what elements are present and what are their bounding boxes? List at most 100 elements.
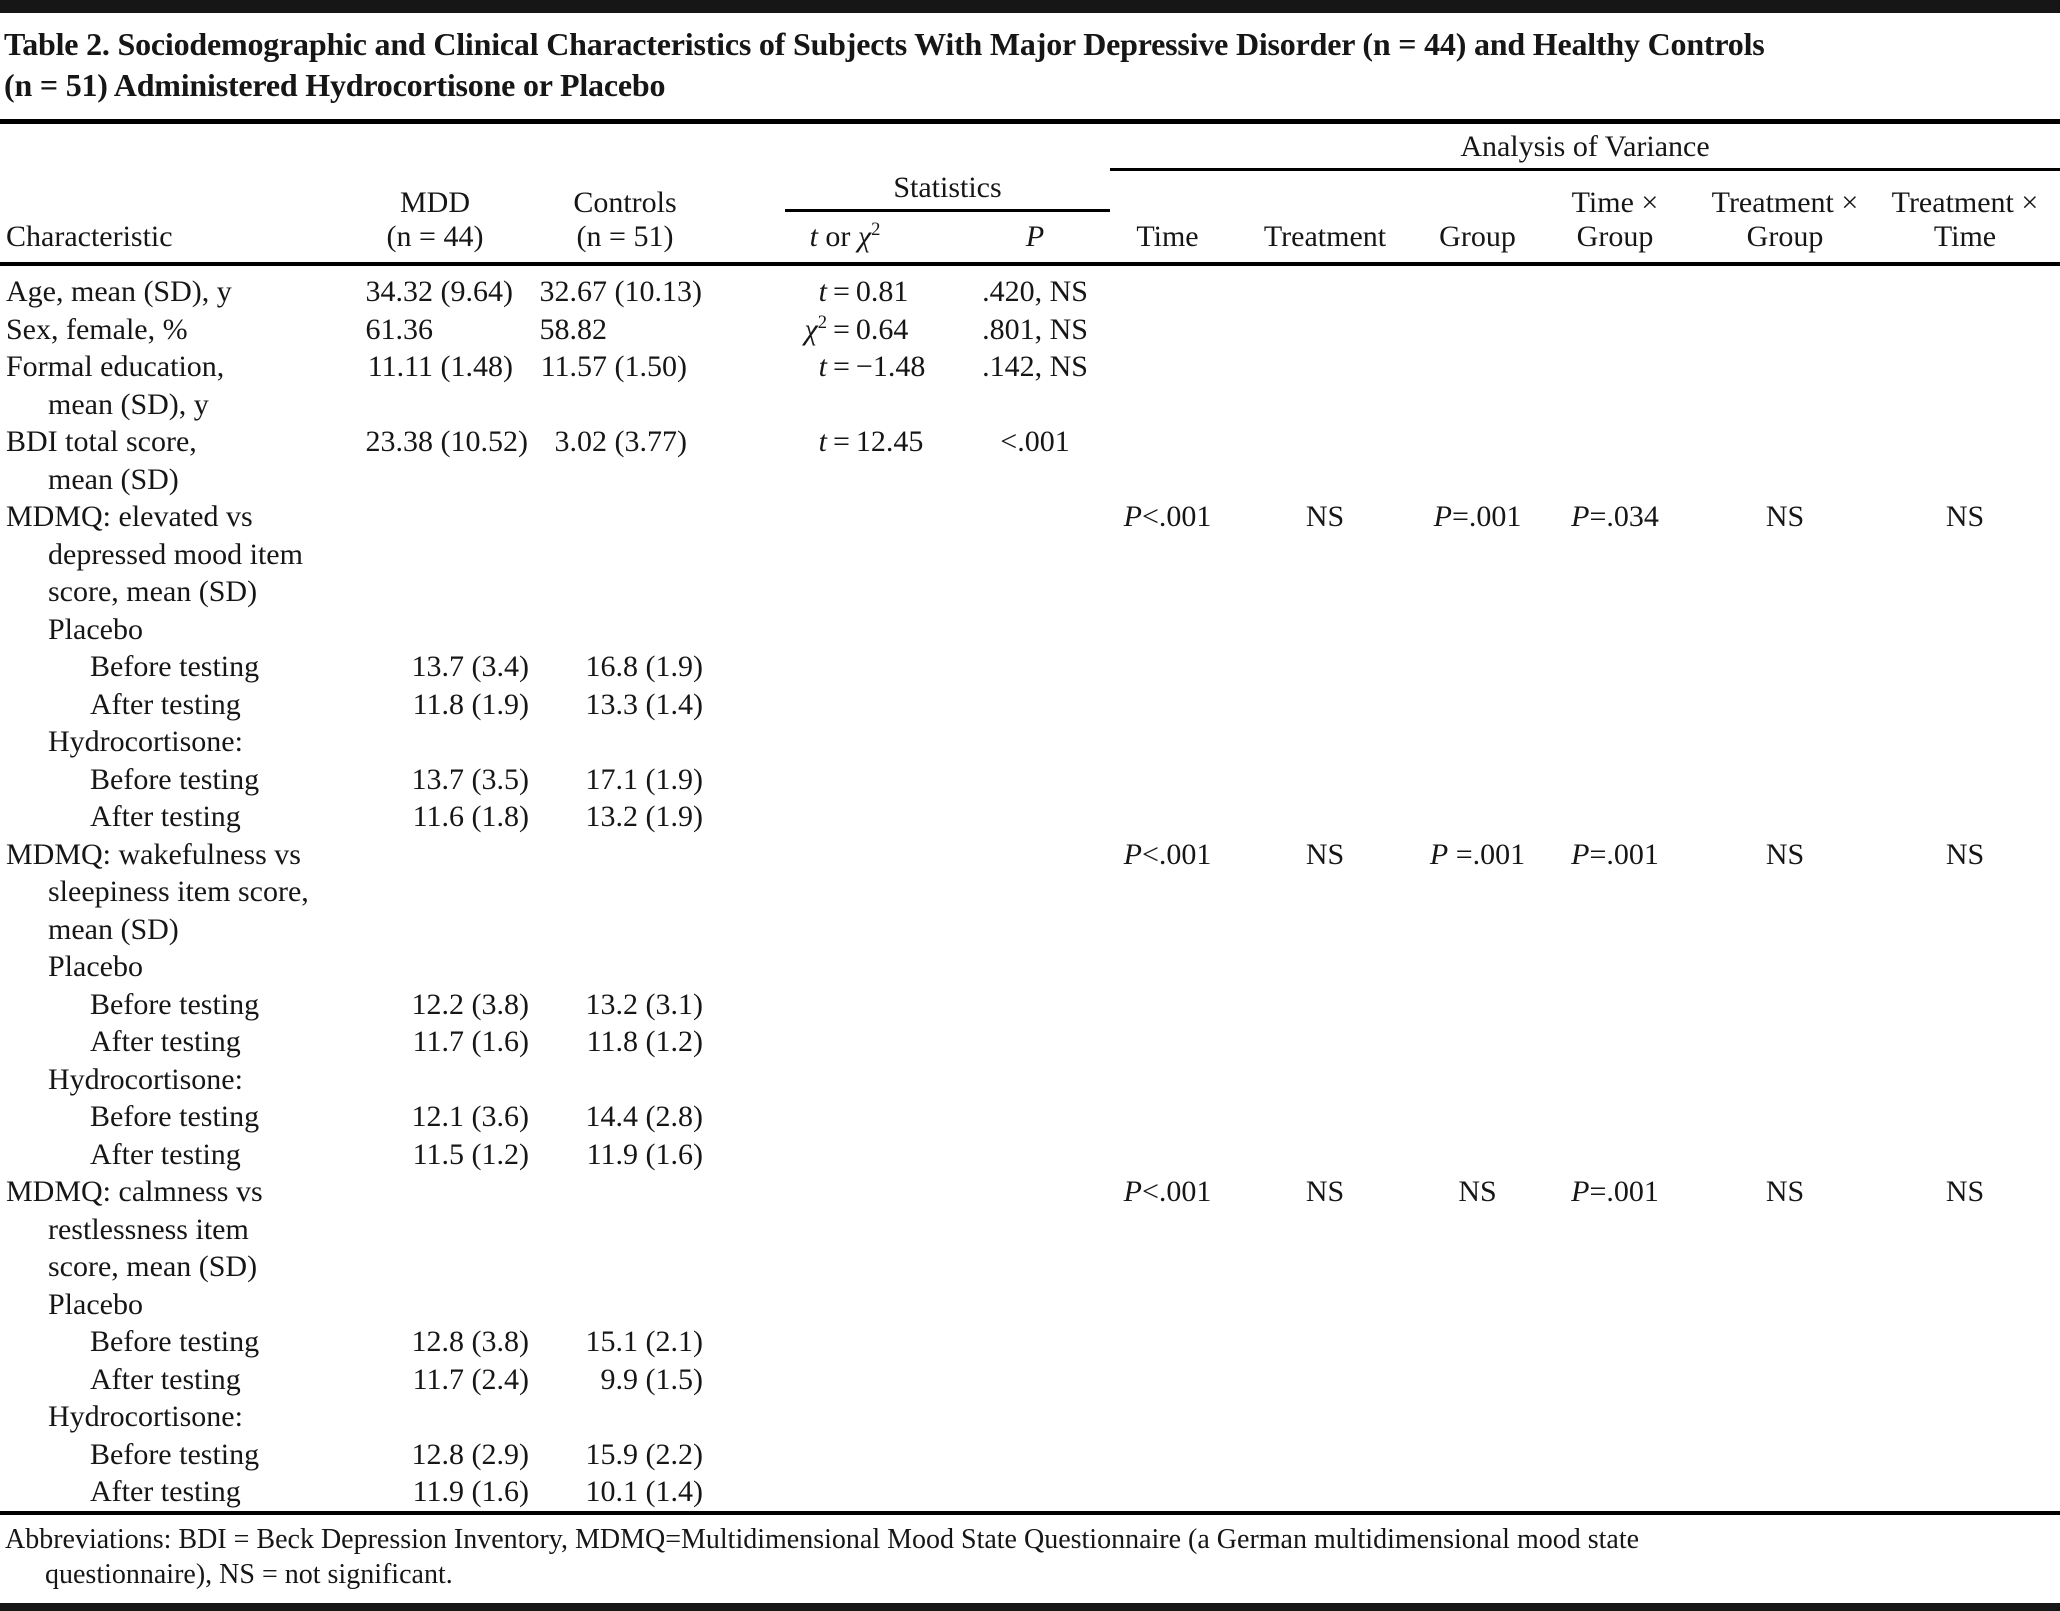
statistic-cell	[730, 1136, 960, 1174]
anova-treatment-group-cell	[1700, 423, 1870, 498]
controls-value-cell	[520, 1173, 730, 1286]
anova-treatment-group-cell	[1700, 1361, 1870, 1399]
anova-group-cell	[1425, 264, 1530, 311]
characteristic-label-line: Placebo	[48, 1287, 143, 1321]
controls-value-cell	[520, 723, 730, 761]
anova-time-group-cell	[1530, 1023, 1700, 1061]
characteristic-cell: After testing	[0, 798, 350, 836]
anova-time-cell	[1110, 348, 1225, 423]
anova-time-group-cell	[1530, 1398, 1700, 1436]
controls-value-cell: 15.9 (2.2)	[585, 1437, 703, 1471]
anova-group-cell	[1425, 798, 1530, 836]
table-row: BDI total score, mean (SD) 23.38 (10.52) …	[0, 423, 2060, 498]
anova-treatment-group-cell	[1700, 798, 1870, 836]
characteristic-label-line: Sex, female, %	[6, 312, 188, 346]
anova-treatment-group-cell: NS	[1765, 837, 1805, 871]
anova-treatment-cell	[1225, 1136, 1425, 1174]
characteristic-cell: After testing	[0, 1473, 350, 1511]
controls-value-cell: 17.1 (1.9)	[585, 762, 703, 796]
p-value-cell	[960, 986, 1110, 1024]
mdd-value-cell	[350, 723, 520, 761]
p-value-cell	[960, 836, 1110, 949]
characteristic-cell: Hydrocortisone:	[0, 1398, 350, 1436]
table-row: MDMQ: wakefulness vs sleepiness item scor…	[0, 836, 2060, 949]
anova-time-group-cell	[1530, 348, 1700, 423]
anova-treatment-time-cell	[1870, 948, 2060, 986]
column-header-time: Time	[1110, 171, 1225, 266]
anova-treatment-cell	[1225, 1098, 1425, 1136]
characteristic-cell: After testing	[0, 1023, 350, 1061]
anova-treatment-group-cell	[1700, 348, 1870, 423]
mdd-value-cell: 11.5 (1.2)	[412, 1137, 529, 1171]
anova-group-cell	[1425, 723, 1530, 761]
anova-time-group-cell	[1530, 648, 1700, 686]
anova-time-group-cell	[1530, 948, 1700, 986]
column-header-treatment: Treatment	[1225, 171, 1425, 266]
anova-treatment-cell	[1225, 264, 1425, 311]
characteristic-label-line: score, mean (SD)	[48, 575, 258, 608]
anova-treatment-time-cell	[1870, 761, 2060, 799]
anova-time-group-cell	[1530, 1473, 1700, 1511]
p-value-cell	[960, 1173, 1110, 1286]
anova-treatment-cell	[1225, 1473, 1425, 1511]
table-row: Placebo	[0, 1286, 2060, 1324]
mdd-value-cell	[350, 948, 520, 986]
table-row: MDMQ: calmness vs restlessness item score,…	[0, 1173, 2060, 1286]
mdd-value-cell	[350, 1061, 520, 1099]
anova-time-group-cell	[1530, 686, 1700, 724]
anova-treatment-cell: NS	[1305, 1175, 1345, 1208]
anova-time-group-cell: P=.034	[1571, 500, 1659, 533]
controls-value-cell: 13.2 (3.1)	[585, 987, 703, 1021]
table-row: After testing 11.7 (2.4) 9.9 (1.5)	[0, 1361, 2060, 1399]
anova-time-cell	[1110, 611, 1225, 649]
column-header-time-group: Time × Group	[1530, 171, 1700, 266]
p-value-cell	[960, 1473, 1110, 1511]
statistic-cell	[730, 1436, 960, 1474]
anova-time-group-cell	[1530, 1323, 1700, 1361]
characteristic-label-line: score, mean (SD)	[48, 1250, 258, 1283]
column-header-controls: Controls (n = 51)	[520, 124, 730, 266]
anova-time-group-cell	[1530, 1136, 1700, 1174]
anova-time-cell	[1110, 1098, 1225, 1136]
anova-time-cell: P<.001	[1123, 1175, 1212, 1208]
p-value-cell	[960, 948, 1110, 986]
p-value-cell	[960, 1361, 1110, 1399]
anova-group-cell	[1425, 948, 1530, 986]
anova-time-group-cell	[1530, 798, 1700, 836]
anova-treatment-cell: NS	[1305, 837, 1345, 871]
characteristic-label-line: MDMQ: elevated vs	[6, 500, 253, 533]
anova-treatment-time-cell	[1870, 1136, 2060, 1174]
anova-treatment-cell	[1225, 948, 1425, 986]
footnote-line2: questionnaire), NS = not significant.	[45, 1558, 453, 1590]
anova-treatment-group-cell	[1700, 1061, 1870, 1099]
anova-treatment-cell	[1225, 761, 1425, 799]
p-value-cell: .420, NS	[982, 275, 1088, 308]
anova-treatment-cell	[1225, 1436, 1425, 1474]
anova-treatment-group-cell	[1700, 948, 1870, 986]
mdd-value-cell: 11.8 (1.9)	[412, 687, 529, 721]
anova-treatment-time-cell	[1870, 611, 2060, 649]
table-row: Age, mean (SD), y 34.32 (9.64) 32.67 (10…	[0, 264, 2060, 311]
mdd-value-cell	[350, 498, 520, 611]
characteristic-cell: Sex, female, %	[0, 311, 350, 349]
statistic-cell: t = 0.81	[818, 275, 909, 308]
characteristic-label-line: Hydrocortisone:	[48, 1062, 243, 1096]
characteristic-label-line: After testing	[90, 1137, 241, 1171]
statistic-cell	[730, 1361, 960, 1399]
anova-treatment-time-cell: NS	[1945, 837, 1985, 871]
anova-treatment-cell	[1225, 686, 1425, 724]
characteristic-cell: Before testing	[0, 986, 350, 1024]
statistic-cell	[730, 1398, 960, 1436]
statistic-cell	[730, 761, 960, 799]
mdd-value-cell	[350, 1286, 520, 1324]
anova-treatment-time-cell	[1870, 686, 2060, 724]
anova-time-cell	[1110, 723, 1225, 761]
characteristic-label-line: Before testing	[90, 1100, 260, 1133]
anova-time-cell	[1110, 311, 1225, 349]
table-row: After testing 11.5 (1.2) 11.9 (1.6)	[0, 1136, 2060, 1174]
anova-treatment-time-cell	[1870, 311, 2060, 349]
characteristic-label-line: Hydrocortisone:	[48, 725, 243, 758]
mdd-value-cell: 34.32 (9.64)	[365, 275, 513, 308]
mdd-value-cell: 12.2 (3.8)	[411, 987, 529, 1021]
anova-treatment-group-cell	[1700, 611, 1870, 649]
